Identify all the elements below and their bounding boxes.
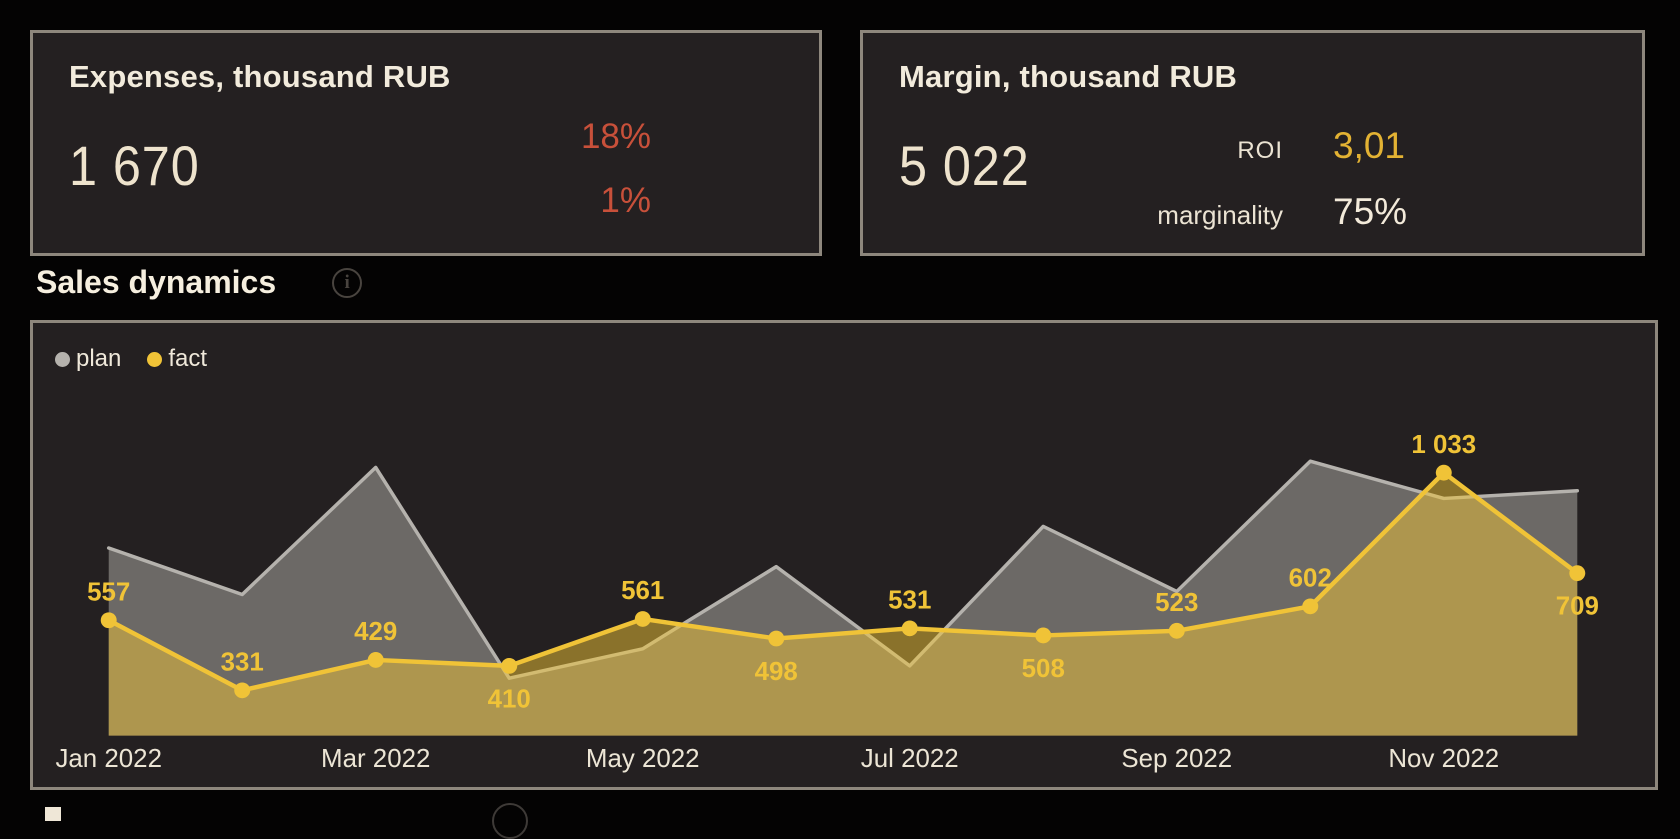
sales-dynamics-chart-panel[interactable]: plan fact 557 331 429 410 561 498 531 508 523 602… — [30, 320, 1658, 790]
fact-data-point[interactable] — [501, 657, 518, 674]
fact-data-point[interactable] — [1035, 627, 1052, 644]
fact-legend-dot-icon — [147, 351, 163, 367]
expenses-delta-top: 18% — [580, 117, 651, 156]
fact-data-point[interactable] — [367, 652, 384, 668]
chart-legend: plan fact — [55, 345, 207, 373]
sales-dynamics-header: Sales dynamics i — [36, 264, 363, 301]
expenses-delta-bottom: 1% — [600, 181, 651, 220]
x-axis-label: May 2022 — [586, 745, 700, 773]
roi-label: ROI — [1237, 137, 1283, 164]
expenses-value: 1 670 — [69, 134, 200, 197]
fact-data-label: 531 — [888, 587, 931, 615]
plan-legend-dot-icon — [55, 351, 70, 367]
expenses-card[interactable]: Expenses, thousand RUB 1 670 18% 1% — [30, 30, 822, 256]
cutoff-info-icon — [492, 803, 528, 839]
fact-data-point[interactable] — [100, 612, 117, 629]
legend-item-plan[interactable]: plan — [55, 345, 121, 373]
plan-legend-label: plan — [76, 345, 122, 372]
fact-data-label: 508 — [1022, 655, 1065, 683]
fact-data-point[interactable] — [1168, 622, 1185, 639]
info-icon[interactable]: i — [332, 267, 363, 298]
margin-card[interactable]: Margin, thousand RUB 5 022 ROI 3,01 marg… — [860, 30, 1645, 256]
fact-data-point[interactable] — [901, 620, 918, 637]
legend-item-fact[interactable]: fact — [147, 345, 207, 373]
margin-card-title: Margin, thousand RUB — [899, 59, 1238, 94]
fact-data-point[interactable] — [634, 611, 651, 627]
margin-metrics: ROI 3,01 marginality 75% — [1103, 125, 1523, 233]
sales-dynamics-title: Sales dynamics — [36, 264, 277, 300]
fact-data-label: 429 — [354, 618, 397, 646]
margin-value: 5 022 — [899, 134, 1030, 197]
fact-data-point[interactable] — [1569, 565, 1586, 582]
fact-data-point[interactable] — [768, 630, 785, 647]
x-axis-label: Jul 2022 — [861, 745, 959, 773]
expenses-deltas: 18% 1% — [581, 119, 651, 218]
fact-data-label: 498 — [755, 658, 798, 686]
x-axis-label: Nov 2022 — [1388, 745, 1499, 773]
x-axis-label: Mar 2022 — [321, 745, 430, 773]
fact-data-point[interactable] — [234, 682, 251, 699]
marginality-value: 75% — [1333, 191, 1408, 232]
fact-data-label: 561 — [621, 577, 664, 605]
fact-data-point[interactable] — [1302, 598, 1319, 615]
sales-chart-svg[interactable]: 557 331 429 410 561 498 531 508 523 602 1 033 709 Ja… — [33, 323, 1655, 787]
fact-data-label: 602 — [1289, 565, 1332, 593]
fact-data-point[interactable] — [1435, 464, 1452, 481]
fact-data-label: 331 — [221, 649, 264, 677]
fact-data-label: 1 033 — [1411, 431, 1476, 459]
fact-data-label: 709 — [1556, 593, 1599, 621]
fact-data-label: 410 — [488, 685, 531, 713]
cutoff-heading-fragment — [45, 807, 61, 821]
plan-line — [106, 459, 1580, 680]
marginality-label: marginality — [1157, 200, 1283, 230]
fact-legend-label: fact — [168, 345, 208, 372]
roi-value: 3,01 — [1333, 125, 1406, 166]
x-axis-label: Sep 2022 — [1121, 745, 1232, 773]
fact-data-label: 557 — [87, 579, 130, 607]
fact-area — [108, 472, 1578, 736]
fact-data-label: 523 — [1155, 589, 1198, 617]
x-axis-label: Jan 2022 — [55, 745, 162, 773]
expenses-card-title: Expenses, thousand RUB — [69, 59, 451, 94]
fact-line — [106, 470, 1580, 693]
